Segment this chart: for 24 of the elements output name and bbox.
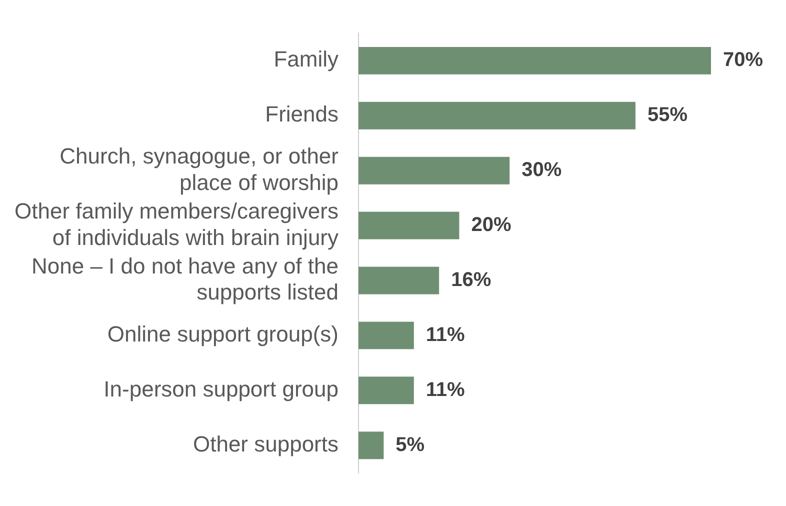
y-tick-label: Other supports <box>192 431 338 456</box>
bar <box>358 46 711 74</box>
y-tick-label: Church, synagogue, or other place of worship <box>60 143 338 195</box>
bar <box>358 322 414 350</box>
bar <box>358 156 510 184</box>
y-tick-label: Online support group(s) <box>107 321 338 346</box>
y-tick-label: In-person support group <box>104 376 338 402</box>
y-tick-label: Family <box>274 46 338 72</box>
data-label: 30% <box>522 159 562 182</box>
data-label: 16% <box>451 268 492 291</box>
data-label: 11% <box>426 378 466 401</box>
y-tick-label: None – I do not have any of the supports listed <box>31 253 338 305</box>
bar <box>358 212 460 240</box>
y-tick-label: Friends <box>265 102 338 127</box>
bar <box>358 102 636 130</box>
y-tick-label: Other family members/caregivers of individuals with brain injury <box>14 198 338 250</box>
data-label: 70% <box>723 49 764 72</box>
bar <box>358 432 384 460</box>
bar <box>358 266 440 294</box>
data-label: 55% <box>647 104 688 126</box>
data-label: 11% <box>426 324 466 346</box>
bar <box>358 376 414 404</box>
data-label: 5% <box>396 434 425 456</box>
data-label: 20% <box>471 214 512 236</box>
